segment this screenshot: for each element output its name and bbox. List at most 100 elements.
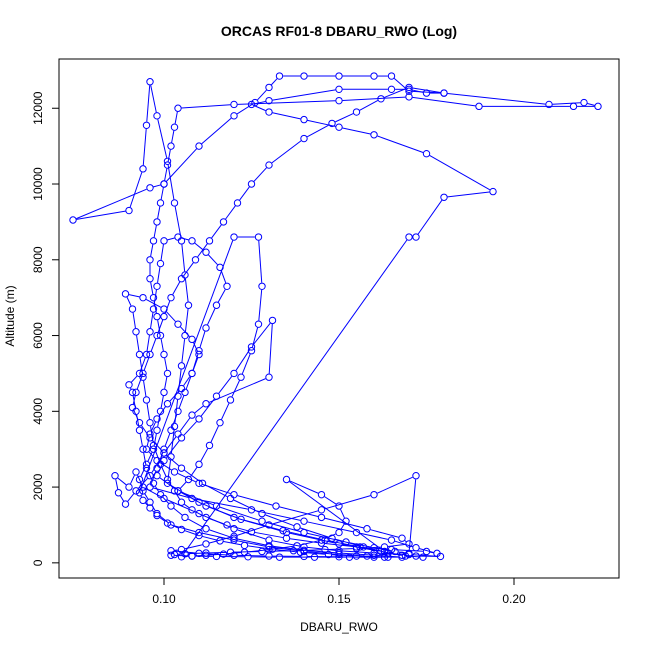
series-segment: [237, 495, 273, 506]
data-point: [317, 536, 326, 544]
data-point: [142, 445, 151, 453]
data-point: [352, 552, 361, 560]
data-point: [440, 89, 448, 97]
data-point: [128, 305, 137, 313]
data-point: [149, 445, 158, 453]
series-segment: [143, 452, 147, 465]
data-point: [153, 312, 161, 321]
data-point: [135, 418, 144, 427]
series-segment: [146, 335, 150, 352]
series-segment: [429, 551, 434, 554]
series-segment: [209, 536, 231, 544]
data-point: [265, 108, 273, 116]
series-segment: [150, 282, 154, 295]
data-point: [163, 161, 172, 169]
data-point: [181, 513, 189, 522]
series-segment: [276, 549, 297, 553]
series-segment: [136, 376, 143, 390]
series-segment: [248, 549, 266, 553]
data-point: [163, 400, 172, 408]
data-point: [202, 525, 210, 533]
data-point: [125, 381, 133, 389]
data-point: [146, 498, 154, 506]
series-segment: [167, 499, 196, 513]
data-point: [545, 100, 553, 109]
data-point: [422, 150, 431, 158]
series-segment: [184, 308, 189, 333]
data-point: [135, 489, 144, 497]
data-point: [258, 509, 266, 518]
y-tick-label: 8000: [31, 246, 45, 273]
data-point: [202, 551, 210, 559]
data-point: [293, 542, 301, 550]
series-segment: [119, 495, 125, 502]
series-segment: [408, 479, 417, 550]
data-point: [135, 475, 144, 484]
data-point: [132, 468, 140, 476]
data-point: [405, 83, 413, 92]
data-point: [153, 426, 161, 434]
data-point: [146, 184, 154, 192]
data-point: [170, 468, 179, 476]
series-segment: [175, 493, 181, 500]
series-segment: [417, 199, 443, 235]
data-point: [205, 237, 214, 245]
data-point: [146, 418, 154, 427]
data-point: [380, 543, 389, 551]
data-point: [146, 430, 154, 438]
data-point: [160, 350, 168, 359]
data-point: [195, 549, 203, 558]
series-segment: [160, 338, 164, 352]
series-segment: [183, 262, 194, 277]
data-point: [139, 445, 147, 453]
data-point: [223, 521, 231, 529]
data-point: [335, 123, 343, 131]
series-segment: [181, 244, 186, 272]
series-segment: [167, 237, 175, 241]
data-point: [146, 256, 154, 264]
data-point: [216, 263, 224, 272]
data-point: [412, 543, 420, 552]
series-segment: [342, 552, 371, 556]
data-point: [377, 547, 385, 556]
series-segment: [177, 472, 196, 483]
series-segment: [419, 548, 434, 553]
series-segment: [160, 244, 164, 261]
data-point: [174, 233, 182, 241]
data-point: [321, 536, 329, 544]
series-segment: [159, 517, 165, 522]
series-segment: [254, 100, 266, 105]
series-segment: [328, 548, 353, 550]
series-segment: [272, 510, 319, 525]
series-segment: [143, 380, 147, 397]
data-point: [230, 513, 238, 522]
series-segment: [129, 172, 143, 208]
data-point: [156, 407, 165, 416]
data-point: [300, 115, 308, 124]
data-point: [160, 312, 168, 321]
series-segment: [230, 525, 249, 532]
data-point: [300, 517, 308, 525]
series-segment: [244, 519, 280, 531]
series-segment: [306, 124, 330, 138]
data-point: [247, 343, 256, 351]
series-segment: [187, 518, 204, 528]
data-point: [244, 553, 252, 561]
data-point: [167, 453, 175, 461]
series-segment: [159, 462, 172, 471]
data-point: [167, 551, 175, 559]
data-point: [342, 538, 350, 546]
data-point: [142, 396, 151, 404]
data-point: [317, 513, 326, 522]
y-tick-label: 12000: [31, 91, 45, 125]
data-point: [247, 528, 256, 536]
series-segment: [241, 353, 251, 375]
series-segment: [140, 467, 146, 477]
data-point: [135, 350, 144, 359]
series-segment: [136, 335, 140, 352]
data-point: [300, 546, 308, 555]
data-point: [405, 85, 413, 94]
data-point: [153, 112, 161, 120]
data-point: [300, 543, 308, 551]
